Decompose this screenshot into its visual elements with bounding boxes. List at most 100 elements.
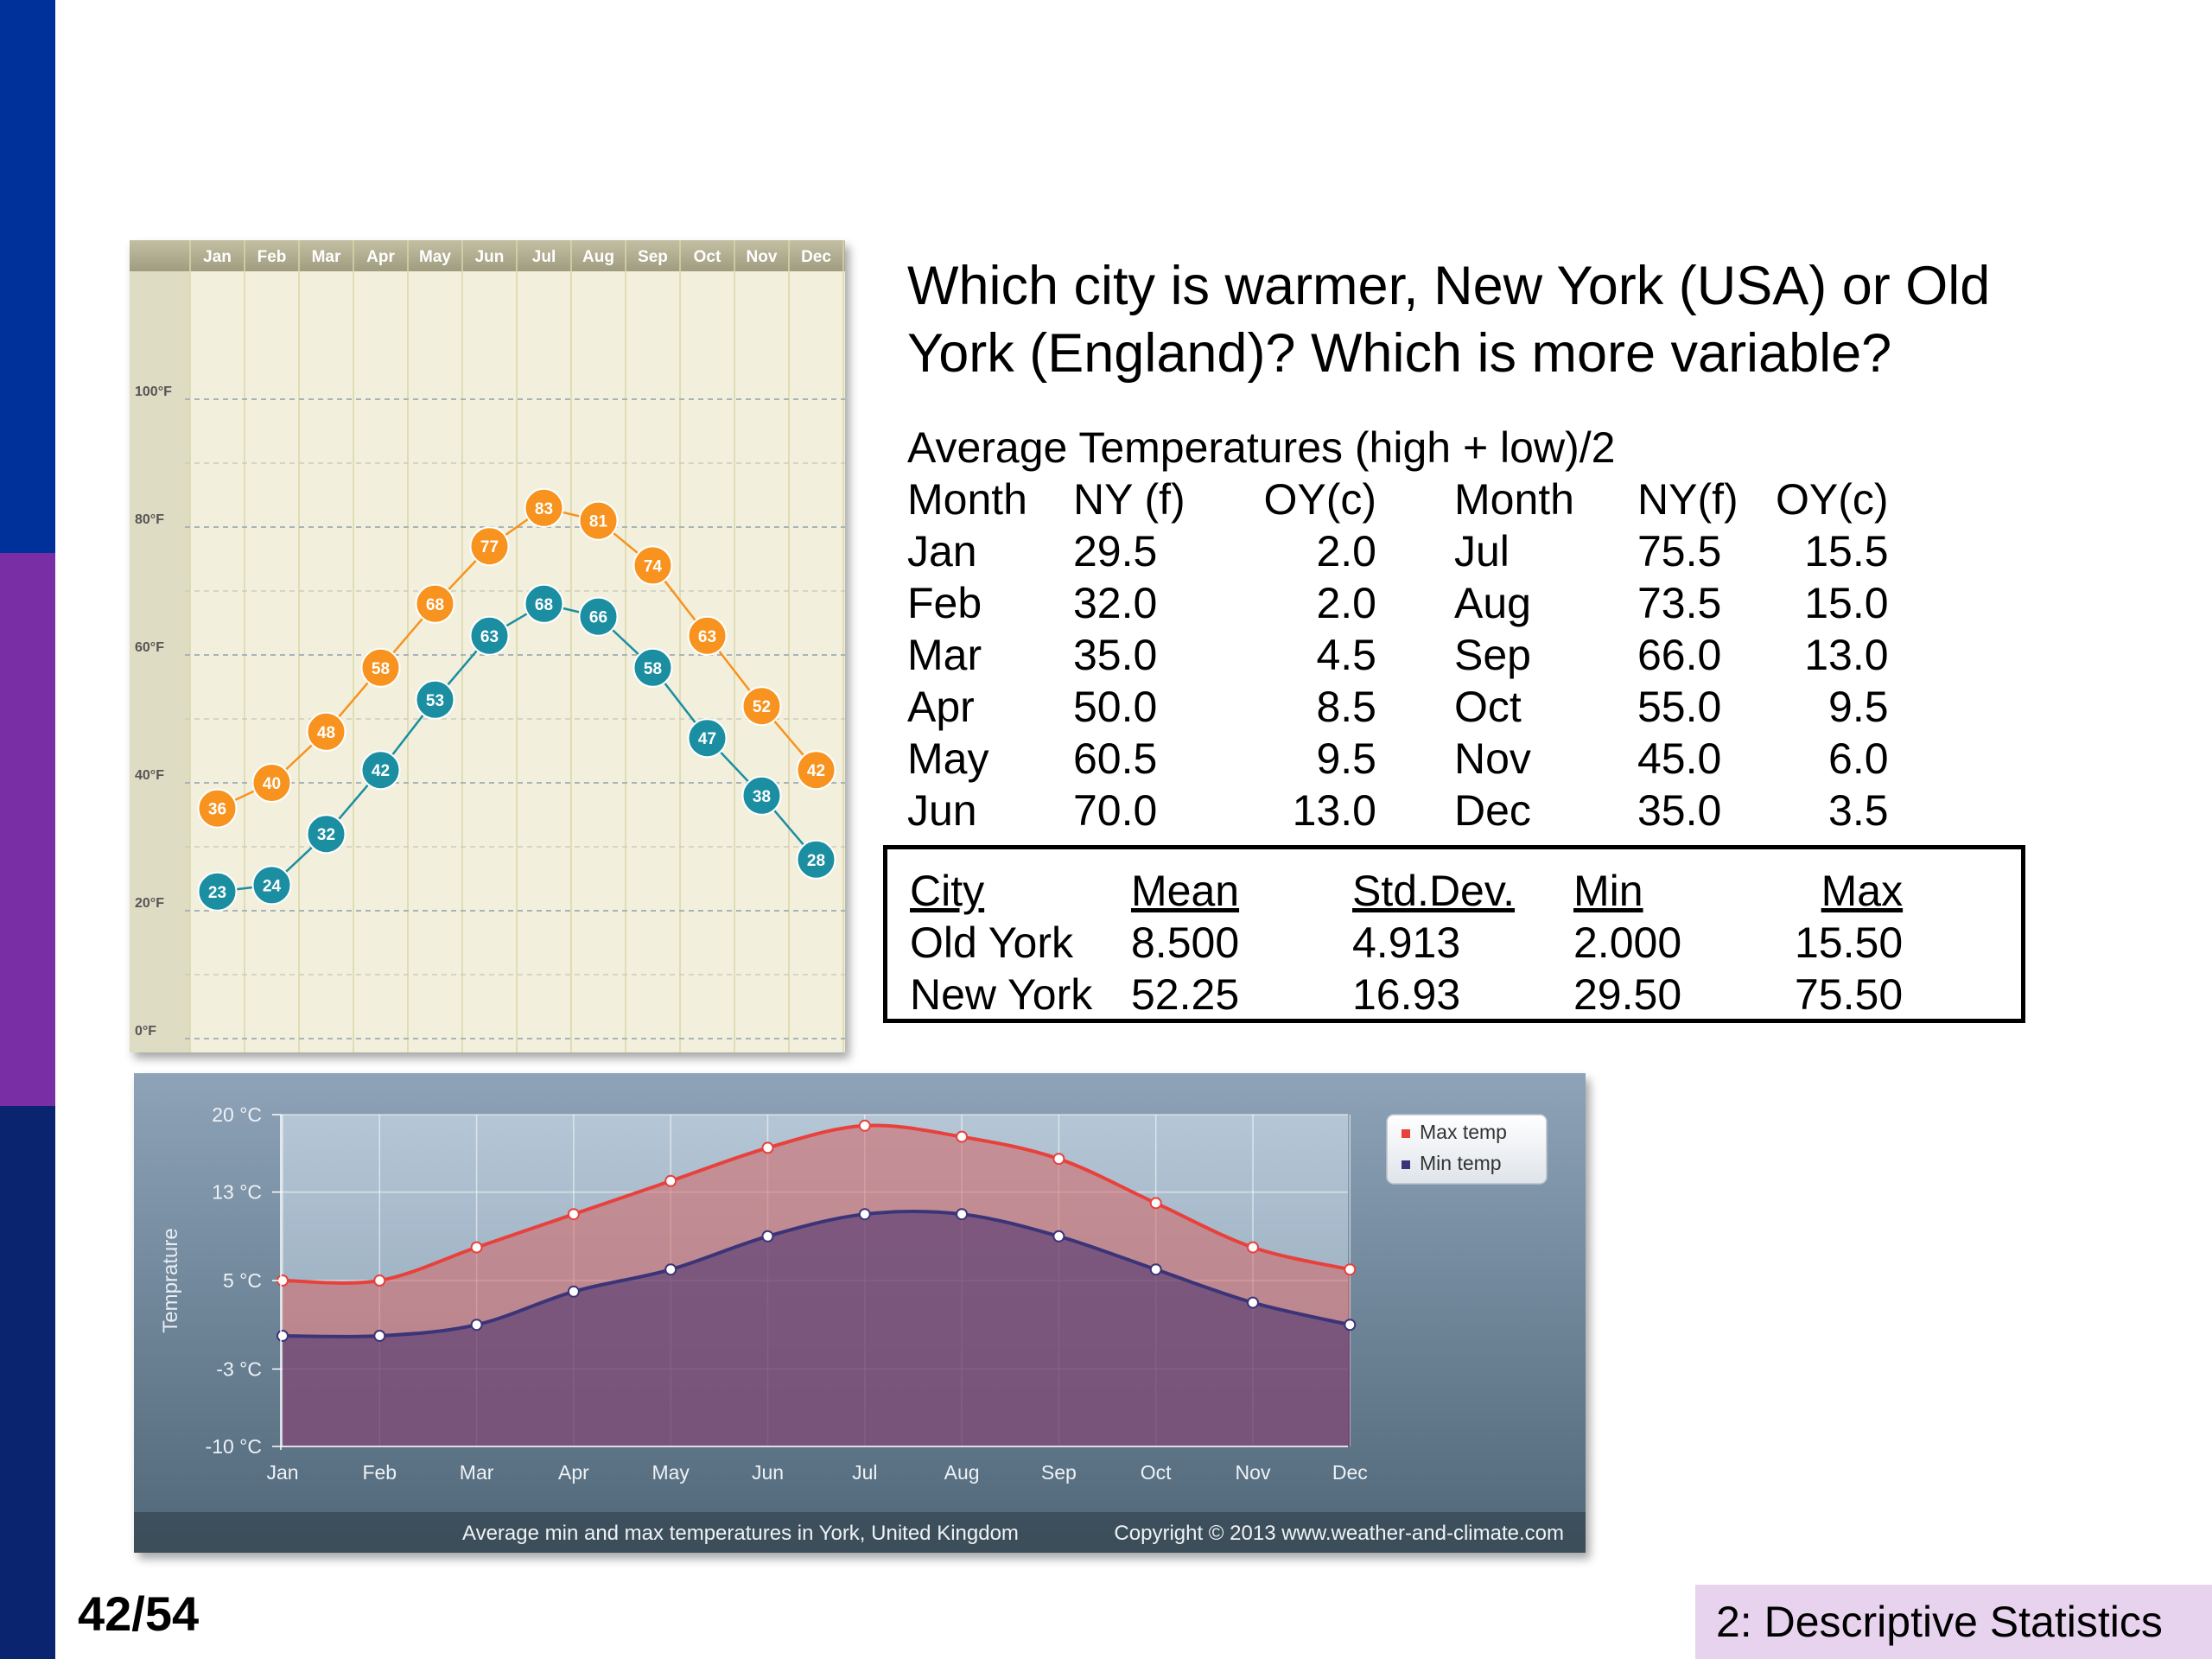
max-temp-point xyxy=(567,1208,580,1221)
average-temperatures-table: Month NY (f) OY(c) Month NY(f) OY(c) Jan… xyxy=(907,474,1889,836)
column-header: Month xyxy=(1454,475,1574,524)
ny-high-point: 83 xyxy=(524,487,564,528)
table-cell: 66.0 xyxy=(1637,631,1722,679)
max-temp-point xyxy=(664,1174,677,1187)
york-x-tick-label: Oct xyxy=(1141,1461,1172,1484)
york-x-tick-label: Aug xyxy=(944,1461,980,1484)
ny-low-point: 58 xyxy=(632,647,673,688)
max-temp-point xyxy=(761,1141,774,1154)
york-x-tick-label: Feb xyxy=(362,1461,397,1484)
temperature-table-caption: Average Temperatures (high + low)/2 xyxy=(907,423,1616,472)
max-temp-point xyxy=(1052,1153,1065,1166)
new-york-temperature-chart: Jan Feb Mar Apr May Jun Jul Aug Sep Oct Nov Dec 100… xyxy=(130,240,845,1052)
table-cell: 75.5 xyxy=(1637,527,1722,575)
ny-point-label: 81 xyxy=(589,513,608,531)
table-cell: 6.0 xyxy=(1828,734,1889,783)
ny-month-label: Nov xyxy=(747,248,778,266)
max-temp-point xyxy=(1149,1197,1162,1210)
ny-month-label: Feb xyxy=(257,248,287,266)
slide-sidebar-bottom xyxy=(0,1106,55,1659)
min-temp-point xyxy=(276,1330,289,1342)
table-cell: 2.0 xyxy=(1316,527,1376,575)
ny-point-label: 53 xyxy=(426,692,444,710)
ny-low-point: 53 xyxy=(415,679,455,720)
york-chart-caption: Average min and max temperatures in York… xyxy=(462,1522,1019,1545)
ny-point-label: 40 xyxy=(263,775,281,793)
min-temp-point xyxy=(1052,1230,1065,1243)
ny-point-label: 63 xyxy=(480,628,499,646)
ny-point-label: 48 xyxy=(317,724,335,742)
table-cell: 29.5 xyxy=(1073,527,1158,575)
table-cell: 15.50 xyxy=(1795,918,1904,967)
york-y-tick-label: -10 °C xyxy=(206,1435,262,1458)
ny-chart-plot-area xyxy=(190,271,845,1052)
ny-month-label: Oct xyxy=(694,248,721,266)
min-temp-legend-label: Min temp xyxy=(1420,1152,1502,1174)
table-cell: 35.0 xyxy=(1637,786,1722,835)
ny-point-label: 66 xyxy=(589,609,607,627)
ny-month-label: Sep xyxy=(638,248,668,266)
min-temp-area xyxy=(283,1211,1351,1446)
ny-y-tick-label: 20°F xyxy=(135,896,164,911)
ny-month-label: Apr xyxy=(366,248,395,266)
summary-statistics-box: City Mean Std.Dev. Min Max Old York 8.50… xyxy=(883,845,2025,1023)
min-temp-legend-swatch xyxy=(1402,1160,1410,1169)
column-header: Max xyxy=(1821,867,1904,915)
ny-point-label: 38 xyxy=(753,788,771,806)
table-cell: 35.0 xyxy=(1073,631,1158,679)
min-temp-point xyxy=(761,1230,774,1243)
ny-low-point: 24 xyxy=(251,865,292,906)
table-cell: 29.50 xyxy=(1573,970,1682,1019)
ny-high-point: 81 xyxy=(578,500,619,541)
table-cell: Jun xyxy=(907,786,977,835)
ny-low-point: 23 xyxy=(197,871,238,912)
ny-y-tick-label: 40°F xyxy=(135,768,164,783)
ny-point-label: 68 xyxy=(426,596,444,614)
column-header: Std.Dev. xyxy=(1352,867,1516,915)
ny-high-point: 68 xyxy=(415,583,455,624)
ny-point-label: 24 xyxy=(263,877,282,895)
column-header: Month xyxy=(907,475,1027,524)
york-x-tick-label: Sep xyxy=(1041,1461,1077,1484)
chart-legend: Max temp Min temp xyxy=(1386,1114,1548,1185)
ny-y-tick-label: 80°F xyxy=(135,512,164,527)
ny-low-point: 66 xyxy=(578,596,619,637)
york-x-tick-label: Jan xyxy=(266,1461,298,1484)
table-cell: 3.5 xyxy=(1828,786,1889,835)
min-temp-point xyxy=(1149,1263,1162,1276)
york-x-tick-label: Jun xyxy=(752,1461,784,1484)
ny-chart-header xyxy=(130,240,845,271)
table-cell: 13.0 xyxy=(1804,631,1889,679)
column-header: OY(c) xyxy=(1776,475,1889,524)
table-cell: 9.5 xyxy=(1316,734,1376,783)
york-y-tick-label: 13 °C xyxy=(212,1181,262,1204)
ny-y-tick-label: 60°F xyxy=(135,640,164,655)
table-header-row: Month NY (f) OY(c) Month NY(f) OY(c) xyxy=(907,474,1889,525)
column-header: OY(c) xyxy=(1263,475,1376,524)
ny-month-label: Dec xyxy=(801,248,831,266)
page-number: 42/54 xyxy=(78,1586,200,1641)
york-x-tick-label: Nov xyxy=(1236,1461,1271,1484)
ny-high-point: 77 xyxy=(469,526,510,567)
table-cell: Nov xyxy=(1454,734,1531,783)
ny-point-label: 47 xyxy=(698,730,716,748)
slide-question: Which city is warmer, New York (USA) or … xyxy=(907,256,1991,384)
ny-point-label: 52 xyxy=(753,698,771,716)
table-cell: 55.0 xyxy=(1637,683,1722,731)
york-chart-copyright: Copyright © 2013 www.weather-and-climate… xyxy=(1114,1522,1564,1545)
max-temp-point xyxy=(858,1119,871,1132)
ny-month-label: Jul xyxy=(532,248,556,266)
table-row: Feb 32.0 2.0 Aug 73.5 15.0 xyxy=(907,577,1889,629)
section-label: 2: Descriptive Statistics xyxy=(1695,1585,2212,1659)
table-cell: 2.000 xyxy=(1573,918,1682,967)
table-cell: 4.913 xyxy=(1352,918,1461,967)
table-cell: 9.5 xyxy=(1828,683,1889,731)
min-temp-point xyxy=(470,1319,483,1332)
ny-high-point: 74 xyxy=(632,545,673,586)
table-cell: New York xyxy=(910,970,1093,1019)
ny-point-label: 42 xyxy=(372,762,390,780)
table-row: Jun 70.0 13.0 Dec 35.0 3.5 xyxy=(907,785,1889,836)
ny-low-point: 32 xyxy=(306,814,346,855)
table-cell: 2.0 xyxy=(1316,579,1376,627)
table-cell: 13.0 xyxy=(1292,786,1376,835)
